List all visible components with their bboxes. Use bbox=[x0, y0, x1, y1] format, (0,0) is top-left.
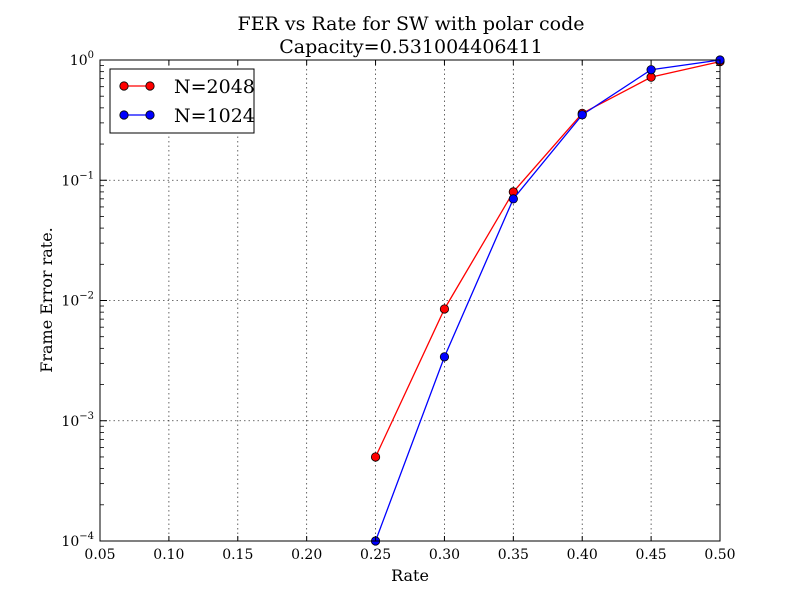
y-tick-exponent: −2 bbox=[79, 291, 94, 302]
x-tick-label: 0.50 bbox=[704, 547, 735, 563]
y-tick-exponent: −3 bbox=[79, 411, 94, 422]
chart-title: FER vs Rate for SW with polar code bbox=[238, 13, 585, 35]
y-tick-label: 10−1 bbox=[61, 170, 94, 189]
y-tick-exponent: −1 bbox=[79, 170, 94, 181]
legend-marker bbox=[145, 110, 155, 120]
x-tick-label: 0.20 bbox=[291, 547, 322, 563]
legend-label: N=2048 bbox=[174, 76, 255, 98]
x-tick-label: 0.30 bbox=[429, 547, 460, 563]
data-point bbox=[370, 452, 381, 462]
x-axis-label: Rate bbox=[391, 566, 429, 585]
data-point bbox=[439, 304, 450, 314]
data-point bbox=[646, 65, 656, 75]
data-point bbox=[577, 110, 587, 120]
legend-marker bbox=[119, 110, 129, 120]
x-tick-label: 0.45 bbox=[636, 547, 667, 563]
legend: N=2048 N=1024 bbox=[109, 68, 255, 134]
series-line bbox=[374, 60, 721, 458]
y-tick-label: 10−4 bbox=[61, 531, 94, 550]
legend-label: N=1024 bbox=[174, 105, 255, 127]
series-line bbox=[374, 59, 721, 542]
y-tick-base: 10 bbox=[61, 294, 79, 310]
legend-marker bbox=[119, 81, 129, 91]
legend-box bbox=[109, 68, 255, 134]
y-axis-label: Frame Error rate. bbox=[37, 227, 56, 373]
y-tick-exponent: −4 bbox=[79, 531, 94, 542]
chart-subtitle: Capacity=0.531004406411 bbox=[279, 36, 543, 58]
y-tick-base: 10 bbox=[70, 53, 88, 69]
y-tick-base: 10 bbox=[61, 534, 79, 550]
x-tick-label: 0.05 bbox=[84, 547, 115, 563]
data-point bbox=[439, 352, 450, 362]
y-tick-label: 100 bbox=[70, 50, 94, 69]
plot-series bbox=[370, 55, 725, 546]
y-tick-label: 10−3 bbox=[61, 411, 94, 430]
x-tick-label: 0.15 bbox=[222, 547, 253, 563]
y-tick-label: 10−2 bbox=[61, 291, 94, 310]
y-tick-exponent: 0 bbox=[88, 50, 94, 61]
data-point bbox=[508, 194, 518, 204]
x-tick-label: 0.40 bbox=[567, 547, 598, 563]
legend-marker bbox=[145, 81, 155, 91]
x-tick-label: 0.35 bbox=[498, 547, 529, 563]
x-tick-label: 0.25 bbox=[360, 547, 391, 563]
y-tick-base: 10 bbox=[61, 173, 79, 189]
y-tick-base: 10 bbox=[61, 414, 79, 430]
x-tick-label: 0.10 bbox=[153, 547, 184, 563]
axis-ticks: 0.05 0.10 0.15 0.20 0.25 0.30 0.35 0.40 0.45 0.50… bbox=[61, 50, 735, 563]
